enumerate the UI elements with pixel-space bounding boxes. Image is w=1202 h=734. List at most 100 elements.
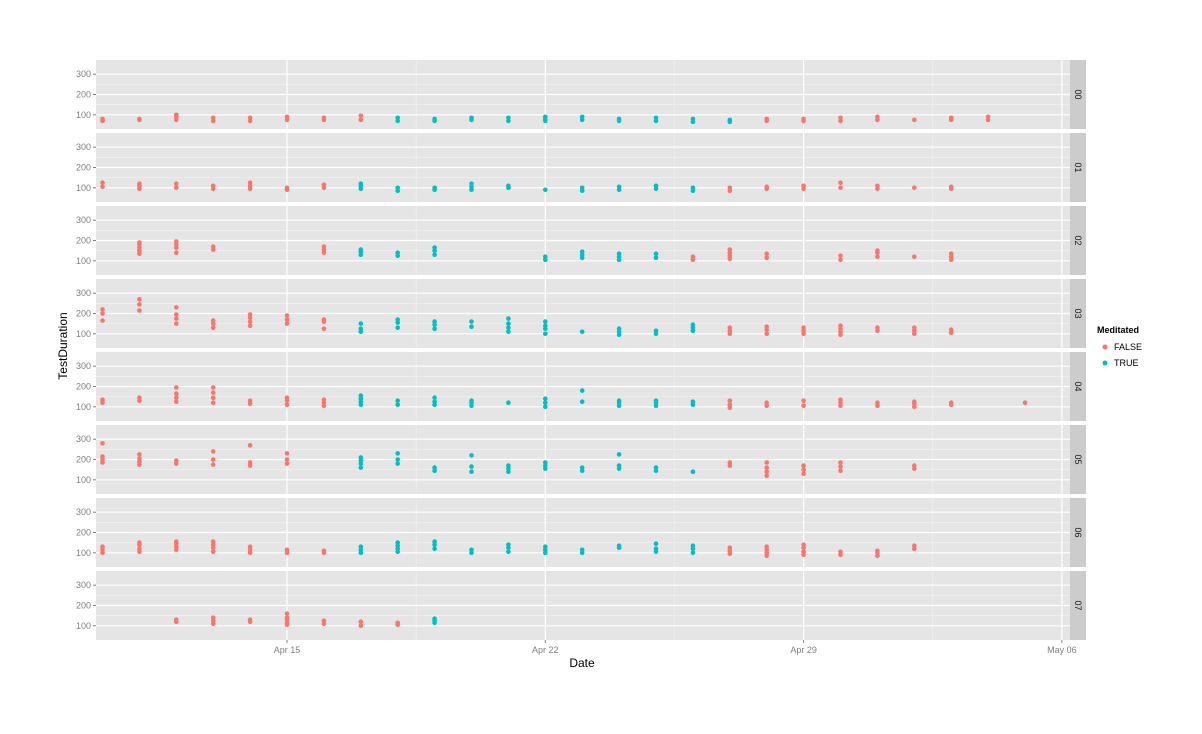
data-point-false — [838, 257, 843, 263]
data-point-false — [174, 316, 179, 321]
y-tick-label: 100 — [76, 402, 91, 412]
data-point-true — [469, 115, 474, 121]
data-point-false — [247, 312, 253, 317]
data-point-true — [579, 465, 585, 470]
strip-label: 05 — [1073, 454, 1083, 464]
data-point-true — [543, 396, 548, 402]
data-point-false — [838, 460, 843, 465]
data-point-false — [948, 184, 954, 190]
data-point-true — [358, 321, 364, 326]
data-point-false — [210, 539, 216, 544]
legend-label-false: FALSE — [1114, 342, 1142, 352]
data-point-false — [174, 305, 179, 310]
data-point-true — [395, 185, 401, 191]
data-point-true — [469, 469, 474, 475]
data-point-false — [912, 399, 917, 405]
data-point-false — [210, 325, 216, 331]
data-point-true — [653, 465, 659, 470]
data-point-false — [912, 117, 917, 123]
data-point-false — [210, 462, 216, 467]
legend-item-false: FALSE — [1102, 342, 1142, 352]
data-point-false — [875, 548, 880, 554]
data-point-false — [174, 458, 179, 463]
data-point-true — [506, 400, 511, 406]
data-point-true — [432, 252, 437, 257]
data-point-false — [284, 313, 290, 318]
data-point-true — [506, 321, 511, 326]
data-point-false — [321, 317, 327, 322]
data-point-true — [543, 319, 548, 324]
facet-panel-07 — [96, 571, 1070, 640]
data-point-false — [727, 325, 733, 331]
data-point-false — [247, 398, 253, 404]
data-point-true — [727, 117, 733, 123]
data-point-false — [838, 180, 843, 185]
data-point-false — [764, 184, 769, 190]
data-point-false — [210, 385, 216, 390]
data-point-false — [875, 254, 880, 259]
data-point-false — [284, 461, 290, 466]
strip-background — [1070, 279, 1086, 348]
x-axis-title: Date — [569, 656, 595, 670]
data-point-false — [137, 540, 142, 545]
data-point-false — [801, 403, 806, 409]
data-point-false — [100, 307, 105, 312]
data-point-true — [579, 249, 585, 254]
data-point-true — [543, 254, 548, 259]
data-point-false — [137, 308, 142, 313]
data-point-false — [247, 180, 253, 185]
data-point-false — [174, 250, 179, 255]
data-point-false — [875, 114, 880, 120]
data-point-false — [321, 182, 327, 188]
data-point-false — [321, 618, 327, 623]
data-point-false — [174, 185, 179, 191]
y-axis-title: TestDuration — [56, 312, 70, 379]
data-point-false — [764, 400, 769, 406]
strip-label: 07 — [1073, 600, 1083, 610]
data-point-true — [358, 465, 364, 470]
data-point-true — [653, 541, 659, 546]
data-point-false — [210, 115, 216, 121]
facet-strip-03: 03 — [1070, 279, 1086, 348]
data-point-true — [432, 326, 437, 332]
data-point-false — [838, 397, 843, 403]
data-point-true — [469, 181, 474, 186]
y-tick-label: 100 — [76, 183, 91, 193]
data-point-true — [579, 547, 585, 553]
data-point-true — [395, 325, 401, 331]
data-point-false — [284, 611, 290, 616]
data-point-true — [543, 544, 548, 549]
data-point-false — [100, 311, 105, 316]
data-point-false — [137, 452, 142, 457]
data-point-true — [543, 331, 548, 337]
data-point-false — [210, 244, 216, 249]
data-point-false — [137, 116, 142, 122]
y-tick-label: 300 — [76, 288, 91, 298]
data-point-false — [838, 464, 843, 469]
y-tick-label: 300 — [76, 507, 91, 517]
strip-background — [1070, 352, 1086, 421]
data-point-false — [100, 397, 105, 403]
strip-label: 03 — [1073, 308, 1083, 318]
data-point-false — [948, 327, 954, 333]
data-point-false — [284, 317, 290, 322]
data-point-false — [174, 617, 179, 622]
data-point-true — [690, 469, 696, 475]
data-point-false — [247, 323, 253, 329]
data-point-false — [137, 297, 142, 302]
data-point-false — [284, 457, 290, 462]
data-point-true — [395, 250, 401, 255]
data-point-false — [100, 544, 105, 549]
legend-key-true — [1102, 360, 1108, 366]
data-point-false — [210, 449, 216, 454]
data-point-false — [247, 617, 253, 622]
data-point-true — [543, 114, 548, 120]
data-point-false — [912, 325, 917, 331]
y-tick-label: 200 — [76, 601, 91, 611]
data-point-true — [616, 184, 622, 190]
data-point-true — [432, 539, 437, 544]
legend-item-true: TRUE — [1102, 358, 1139, 368]
data-point-false — [764, 473, 769, 479]
data-point-false — [1022, 400, 1028, 406]
